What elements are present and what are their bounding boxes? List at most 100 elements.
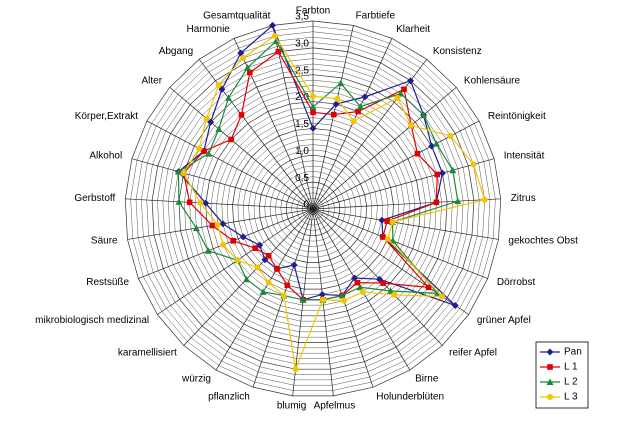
minor-ring — [280, 176, 346, 242]
data-point — [401, 86, 407, 93]
minor-ring — [264, 160, 362, 258]
data-point — [290, 261, 298, 269]
legend-marker — [547, 394, 553, 400]
data-point — [425, 284, 432, 291]
data-point — [224, 94, 232, 101]
grid-ring — [285, 181, 341, 237]
category-label: blumig — [277, 400, 306, 411]
grid-ring — [178, 74, 448, 343]
data-point — [334, 95, 341, 102]
data-point — [432, 140, 440, 147]
data-point — [309, 103, 317, 110]
spoke — [183, 208, 314, 346]
minor-ring — [269, 165, 357, 252]
data-point — [174, 168, 182, 175]
category-label: Säure — [91, 236, 118, 247]
series-line — [177, 24, 456, 307]
legend-marker — [547, 364, 553, 370]
data-point — [269, 21, 277, 29]
legend-marker — [546, 378, 554, 385]
minor-ring — [216, 112, 410, 306]
data-point — [215, 81, 222, 88]
data-point — [454, 197, 462, 205]
category-label: Gesamtqualität — [203, 10, 270, 21]
data-point — [359, 288, 366, 295]
minor-ring — [157, 52, 469, 365]
data-point — [271, 32, 278, 39]
data-point — [219, 220, 227, 228]
data-point — [434, 171, 441, 178]
minor-ring — [167, 63, 459, 354]
minor-ring — [130, 26, 496, 391]
minor-ring — [253, 149, 373, 268]
category-label: grüner Apfel — [477, 315, 531, 326]
data-point — [387, 287, 395, 294]
data-point — [361, 93, 369, 101]
minor-ring — [275, 171, 351, 247]
data-point — [451, 301, 459, 309]
category-label: Reintönigkeit — [488, 111, 546, 122]
spoke — [312, 87, 457, 210]
data-point — [186, 199, 193, 206]
spoke — [312, 158, 495, 210]
y-tick-label: 2,0 — [295, 92, 309, 103]
data-point — [196, 145, 203, 152]
category-label: reifer Apfel — [449, 347, 497, 358]
series-line — [177, 40, 459, 301]
y-tick-label: 0,5 — [295, 173, 309, 184]
category-label: Intensität — [504, 151, 545, 162]
data-point — [197, 199, 204, 206]
spoke — [312, 59, 428, 210]
data-point — [310, 109, 316, 116]
category-label: Harmonie — [187, 24, 231, 35]
data-point — [355, 108, 361, 115]
data-point — [299, 296, 307, 303]
spoke — [272, 25, 314, 210]
data-point — [203, 115, 210, 122]
category-label: würzig — [181, 373, 211, 384]
data-point — [350, 118, 357, 125]
category-label: Körper,Extrakt — [75, 111, 139, 122]
minor-ring — [248, 144, 378, 274]
category-label: Restsüße — [86, 277, 129, 288]
category-label: Farbton — [296, 6, 330, 17]
data-point — [234, 257, 241, 264]
grid-ring — [259, 154, 367, 263]
data-point — [259, 288, 267, 295]
category-label: Klarheit — [396, 24, 430, 35]
data-point — [192, 224, 200, 232]
data-point — [201, 148, 207, 154]
legend-label: L 1 — [564, 362, 578, 373]
y-tick-label: 1,0 — [295, 146, 309, 157]
data-point — [378, 216, 386, 224]
spoke — [146, 120, 314, 210]
spoke — [312, 208, 488, 279]
data-point — [319, 296, 326, 303]
spoke — [169, 87, 314, 210]
data-point — [481, 196, 488, 203]
legend-marker — [546, 348, 554, 356]
category-label: Farbtiefe — [356, 10, 396, 21]
grid-ring — [205, 101, 421, 317]
data-point — [237, 49, 245, 57]
spoke — [312, 120, 480, 210]
data-point — [280, 292, 287, 299]
minor-ring — [243, 138, 383, 279]
y-tick-label: 0 — [303, 200, 309, 211]
category-label: pflanzlich — [208, 391, 250, 402]
minor-ring — [237, 133, 389, 285]
data-point — [244, 64, 252, 71]
data-point — [470, 161, 477, 168]
spoke — [125, 198, 314, 210]
category-label: Birne — [415, 373, 439, 384]
category-label: Apfelmus — [314, 400, 356, 411]
data-point — [214, 221, 221, 228]
category-label: Kohlensäure — [464, 75, 521, 86]
minor-ring — [291, 187, 335, 231]
data-point — [330, 111, 337, 118]
minor-ring — [173, 69, 453, 349]
data-point — [202, 199, 210, 207]
spoke — [131, 158, 314, 210]
spoke — [312, 198, 501, 210]
